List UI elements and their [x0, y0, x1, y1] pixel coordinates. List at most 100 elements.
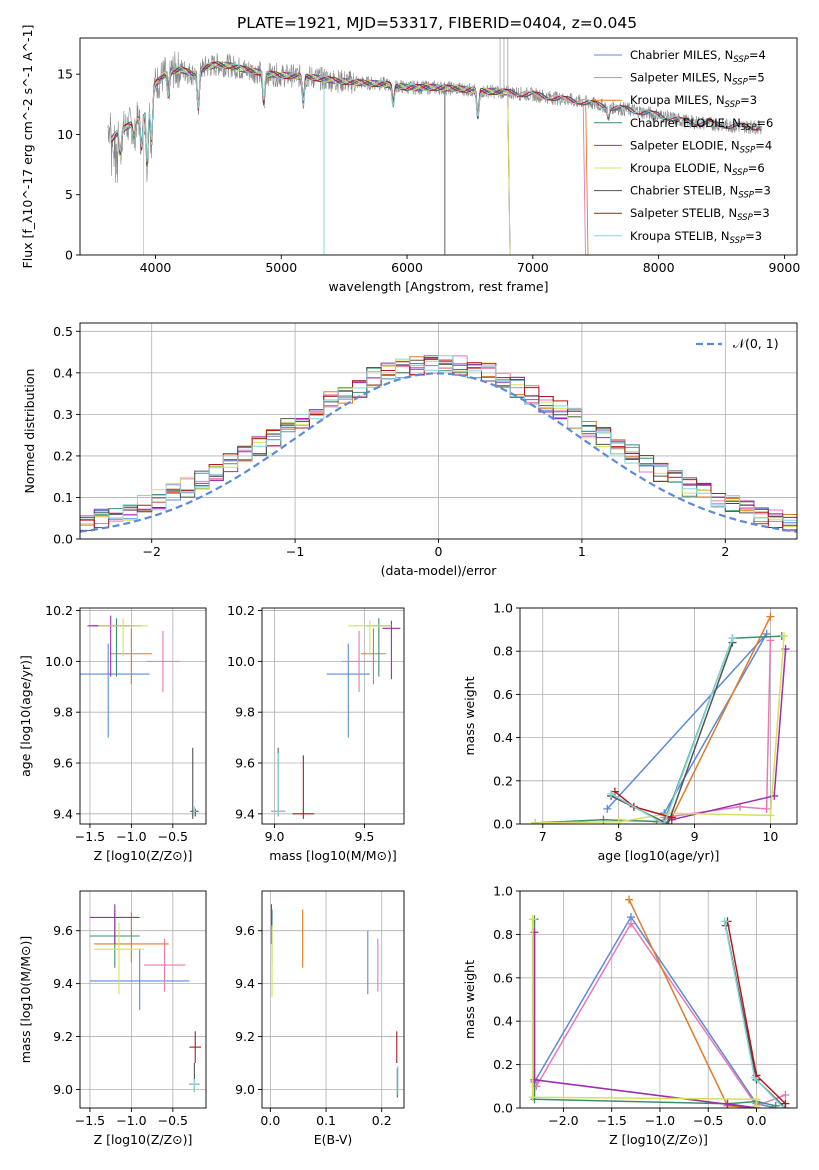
y-tick-label: 9.4 — [53, 976, 73, 991]
legend-label: Kroupa ELODIE, NSSP=6 — [630, 161, 765, 178]
y-tick-label: 9.8 — [53, 705, 73, 720]
axes-frame — [519, 607, 798, 825]
y-tick-label: 10.2 — [227, 603, 255, 618]
x-tick-label: 9.5 — [355, 829, 375, 844]
spectrum-model-drop — [507, 92, 511, 255]
y-tick-label: 1.0 — [493, 601, 513, 616]
axes-frame — [79, 890, 207, 1109]
x-tick-label: 2 — [721, 544, 729, 559]
legend-label: Chabrier ELODIE, NSSP=6 — [630, 116, 773, 133]
x-tick-label: 5000 — [265, 260, 297, 275]
y-tick-label: 0.2 — [493, 1057, 513, 1072]
y-axis-label: Flux [f_λ10^-17 erg cm^-2 s^-1 A^-1] — [20, 25, 35, 269]
massweight-marker — [667, 813, 676, 822]
plot-area-mass_vs_EBV — [270, 904, 399, 1098]
x-tick-label: 0 — [435, 544, 443, 559]
y-tick-label: 9.0 — [53, 1082, 73, 1097]
y-tick-label: 0.8 — [493, 644, 513, 659]
axes-frame — [261, 607, 405, 825]
x-tick-label: −1.5 — [75, 1113, 105, 1128]
y-tick-label: 9.6 — [53, 756, 73, 771]
y-tick-label: 10.2 — [45, 603, 73, 618]
massweight-line — [610, 642, 734, 824]
x-tick-label: −1.5 — [597, 1113, 627, 1128]
x-tick-label: −1.0 — [116, 829, 146, 844]
massweight-marker — [781, 1090, 790, 1099]
massweight-marker — [779, 1104, 788, 1108]
legend-label: Salpeter MILES, NSSP=5 — [630, 71, 765, 88]
x-axis-label: age [log10(age/yr)] — [598, 848, 720, 863]
histogram-series — [80, 355, 797, 521]
panel-massweight_vs_Z: −2.0 −1.5 −1.0 −0.5 0.0 0.0 0.2 0.4 0.6 0.8 1.0 Z [… — [462, 884, 798, 1147]
y-tick-label: 0.8 — [493, 927, 513, 942]
y-axis-label: mass [log10(M/M⊙)] — [18, 936, 33, 1064]
y-tick-label: 5 — [65, 187, 73, 202]
x-axis-label: (data-model)/error — [381, 563, 498, 578]
massweight-marker — [625, 895, 634, 904]
y-axis-label: mass weight — [462, 676, 477, 755]
y-tick-label: 0.2 — [493, 773, 513, 788]
x-axis-label: Z [log10(Z/Z⊙)] — [609, 1132, 708, 1147]
axes-frame — [79, 37, 798, 256]
massweight-marker — [607, 789, 616, 798]
x-axis-label: E(B-V) — [314, 1132, 353, 1147]
y-tick-label: 9.4 — [235, 806, 255, 821]
legend-label: Salpeter STELIB, NSSP=3 — [630, 206, 770, 223]
massweight-marker — [771, 1101, 780, 1108]
x-tick-label: −1 — [286, 544, 304, 559]
legend-label: Chabrier STELIB, NSSP=3 — [630, 184, 771, 201]
x-tick-label: 0.0 — [260, 1113, 280, 1128]
y-tick-label: 0.2 — [53, 448, 73, 463]
massweight-marker — [663, 820, 672, 824]
plot-area-massweight_vs_Z — [528, 895, 790, 1108]
massweight-marker — [532, 1082, 541, 1091]
plot-area-massweight_vs_age — [531, 612, 790, 824]
y-tick-label: 9.6 — [53, 923, 73, 938]
x-tick-label: 0.0 — [747, 1113, 767, 1128]
y-tick-label: 9.4 — [53, 806, 73, 821]
x-tick-label: 9 — [691, 829, 699, 844]
y-tick-label: 0.1 — [53, 490, 73, 505]
panel-age_vs_Z: −1.5 −1.0 −0.5 9.4 9.6 9.8 10.0 10.2 Z [log10(Z/… — [18, 603, 207, 863]
massweight-line — [531, 919, 758, 1106]
y-tick-label: 9.6 — [235, 756, 255, 771]
x-tick-label: 6000 — [391, 260, 423, 275]
y-tick-label: 0.4 — [53, 365, 73, 380]
spectrum-legend: Chabrier MILES, NSSP=4 Salpeter MILES, NS… — [594, 48, 773, 246]
massweight-marker — [603, 804, 612, 813]
massweight-marker — [723, 1099, 732, 1108]
massweight-line — [533, 932, 757, 1108]
x-tick-label: 8 — [615, 829, 623, 844]
x-tick-label: −2 — [142, 544, 160, 559]
massweight-marker — [752, 1101, 761, 1108]
x-axis-label: wavelength [Angstrom, rest frame] — [328, 279, 548, 294]
panel-age_vs_mass: 9.0 9.5 9.4 9.6 9.8 10.0 10.2 mass [log10(M/M⊙)… — [227, 603, 405, 863]
massweight-line — [533, 915, 776, 1108]
panels: 4000 5000 6000 7000 8000 9000051015wavelength… — [18, 25, 800, 1147]
massweight-marker — [766, 636, 775, 645]
axes-frame — [261, 890, 405, 1109]
x-tick-label: 9.0 — [265, 829, 285, 844]
x-tick-label: 0.2 — [372, 1113, 392, 1128]
y-tick-label: 15 — [57, 67, 73, 82]
plot-area-spectrum — [107, 38, 762, 255]
normal-curve — [80, 372, 797, 533]
x-tick-label: 4000 — [140, 260, 172, 275]
y-tick-label: 10 — [57, 127, 73, 142]
y-tick-label: 0.6 — [493, 970, 513, 985]
y-tick-label: 10.0 — [45, 654, 73, 669]
y-axis-label: age [log10(age/yr)] — [18, 655, 33, 777]
spectrum-model-line — [111, 62, 762, 165]
y-tick-label: 0.0 — [53, 532, 73, 547]
panel-massweight_vs_age: 7 8 9 10 0.0 0.2 0.4 0.6 0.8 1.0 age [log10(age/yr… — [462, 601, 798, 863]
x-tick-label: 10 — [762, 829, 778, 844]
massweight-line — [535, 922, 786, 1107]
massweight-marker — [626, 919, 635, 928]
x-tick-label: 8000 — [643, 260, 675, 275]
y-axis-label: mass weight — [462, 960, 477, 1039]
legend-label: Kroupa MILES, NSSP=3 — [630, 93, 757, 110]
massweight-line — [535, 635, 782, 824]
y-tick-label: 9.8 — [235, 705, 255, 720]
massweight-line — [724, 925, 786, 1108]
